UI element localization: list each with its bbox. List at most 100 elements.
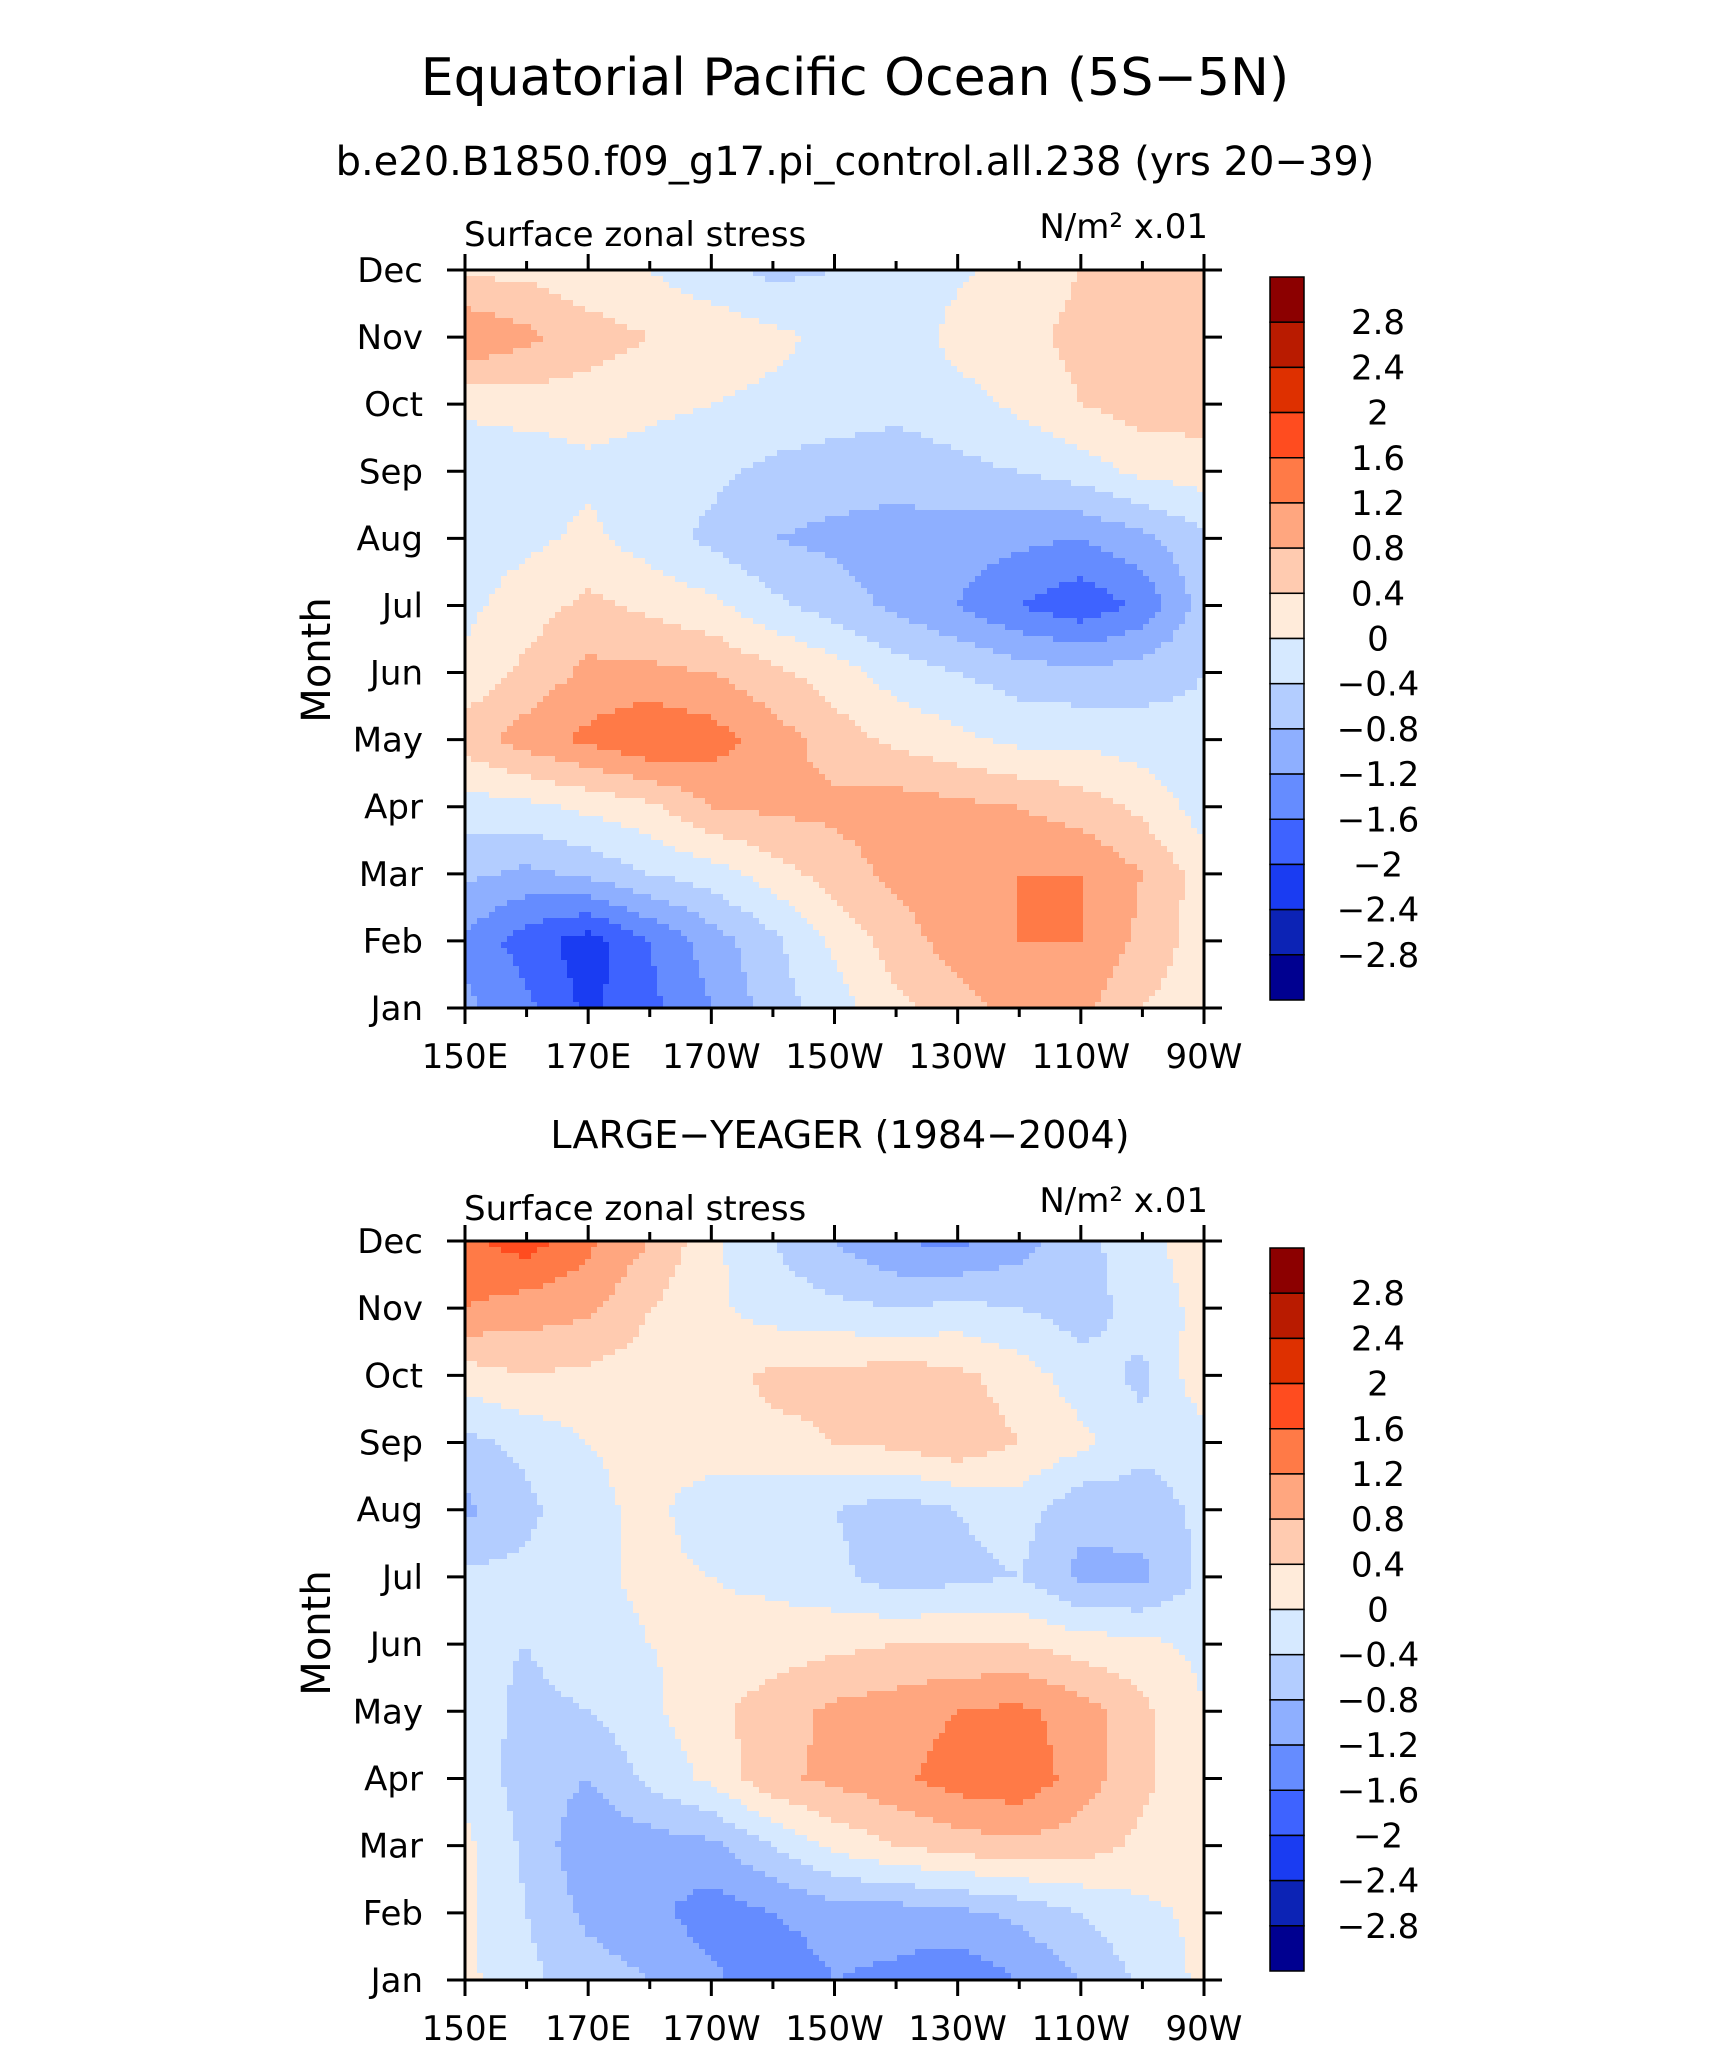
field-cell <box>1149 444 1156 451</box>
field-cell <box>657 396 664 403</box>
field-cell <box>1161 372 1168 379</box>
field-cell <box>999 468 1006 475</box>
field-cell <box>831 414 838 421</box>
field-cell <box>1119 276 1126 283</box>
field-cell <box>1179 468 1186 475</box>
field-cell <box>801 450 808 457</box>
field-cell <box>711 420 718 427</box>
field-cell <box>609 360 616 367</box>
field-cell <box>483 498 490 505</box>
field-cell <box>1113 492 1120 499</box>
field-cell <box>507 498 514 505</box>
field-cell <box>777 486 784 493</box>
field-cell <box>1191 480 1198 487</box>
field-cell <box>471 498 478 505</box>
field-cell <box>507 408 514 415</box>
field-cell <box>1113 306 1120 313</box>
field-cell <box>1161 486 1168 493</box>
field-cell <box>585 480 592 487</box>
field-cell <box>1113 402 1120 409</box>
field-cell <box>1053 384 1060 391</box>
field-cell <box>1155 444 1162 451</box>
field-cell <box>1197 372 1204 379</box>
field-cell <box>963 444 970 451</box>
field-cell <box>753 378 760 385</box>
field-cell <box>639 456 646 463</box>
field-cell <box>573 306 580 313</box>
field-cell <box>507 270 514 277</box>
field-cell <box>909 432 916 439</box>
field-cell <box>861 432 868 439</box>
field-cell <box>957 324 964 331</box>
field-cell <box>1143 480 1150 487</box>
field-cell <box>609 318 616 325</box>
field-cell <box>777 354 784 361</box>
field-cell <box>927 342 934 349</box>
field-cell <box>963 432 970 439</box>
field-cell <box>693 432 700 439</box>
field-cell <box>867 438 874 445</box>
field-cell <box>885 300 892 307</box>
field-cell <box>513 468 520 475</box>
field-cell <box>915 414 922 421</box>
field-cell <box>975 276 982 283</box>
field-cell <box>645 288 652 295</box>
field-cell <box>939 462 946 469</box>
field-cell <box>1011 276 1018 283</box>
field-cell <box>1095 402 1102 409</box>
field-cell <box>915 456 922 463</box>
field-cell <box>975 402 982 409</box>
field-cell <box>741 492 748 499</box>
field-cell <box>795 414 802 421</box>
field-cell <box>579 318 586 325</box>
field-cell <box>963 342 970 349</box>
field-cell <box>1071 342 1078 349</box>
field-cell <box>1107 462 1114 469</box>
field-cell <box>1167 372 1174 379</box>
field-cell <box>471 372 478 379</box>
field-cell <box>795 426 802 433</box>
field-cell <box>711 324 718 331</box>
field-cell <box>471 468 478 475</box>
field-cell <box>783 504 790 511</box>
field-cell <box>933 498 940 505</box>
field-cell <box>495 270 502 277</box>
field-cell <box>507 474 514 481</box>
field-cell <box>507 330 514 337</box>
field-cell <box>705 348 712 355</box>
field-cell <box>921 402 928 409</box>
field-cell <box>537 300 544 307</box>
field-cell <box>1101 498 1108 505</box>
field-cell <box>867 348 874 355</box>
field-cell <box>927 390 934 397</box>
field-cell <box>897 432 904 439</box>
field-cell <box>1053 432 1060 439</box>
field-cell <box>603 330 610 337</box>
field-cell <box>1023 390 1030 397</box>
field-cell <box>1173 360 1180 367</box>
field-cell <box>1023 324 1030 331</box>
field-cell <box>495 306 502 313</box>
field-cell <box>1185 456 1192 463</box>
field-cell <box>861 354 868 361</box>
field-cell <box>873 402 880 409</box>
field-cell <box>585 378 592 385</box>
field-cell <box>843 390 850 397</box>
field-cell <box>909 480 916 487</box>
field-cell <box>627 480 634 487</box>
field-cell <box>987 282 994 289</box>
field-cell <box>465 408 472 415</box>
field-cell <box>1095 414 1102 421</box>
field-cell <box>1167 480 1174 487</box>
field-cell <box>915 330 922 337</box>
field-cell <box>801 504 808 511</box>
field-cell <box>1131 372 1138 379</box>
field-cell <box>711 474 718 481</box>
field-cell <box>729 372 736 379</box>
field-cell <box>879 366 886 373</box>
field-cell <box>1179 360 1186 367</box>
field-cell <box>1023 438 1030 445</box>
field-cell <box>1011 504 1018 511</box>
field-cell <box>1071 348 1078 355</box>
field-cell <box>1059 396 1066 403</box>
